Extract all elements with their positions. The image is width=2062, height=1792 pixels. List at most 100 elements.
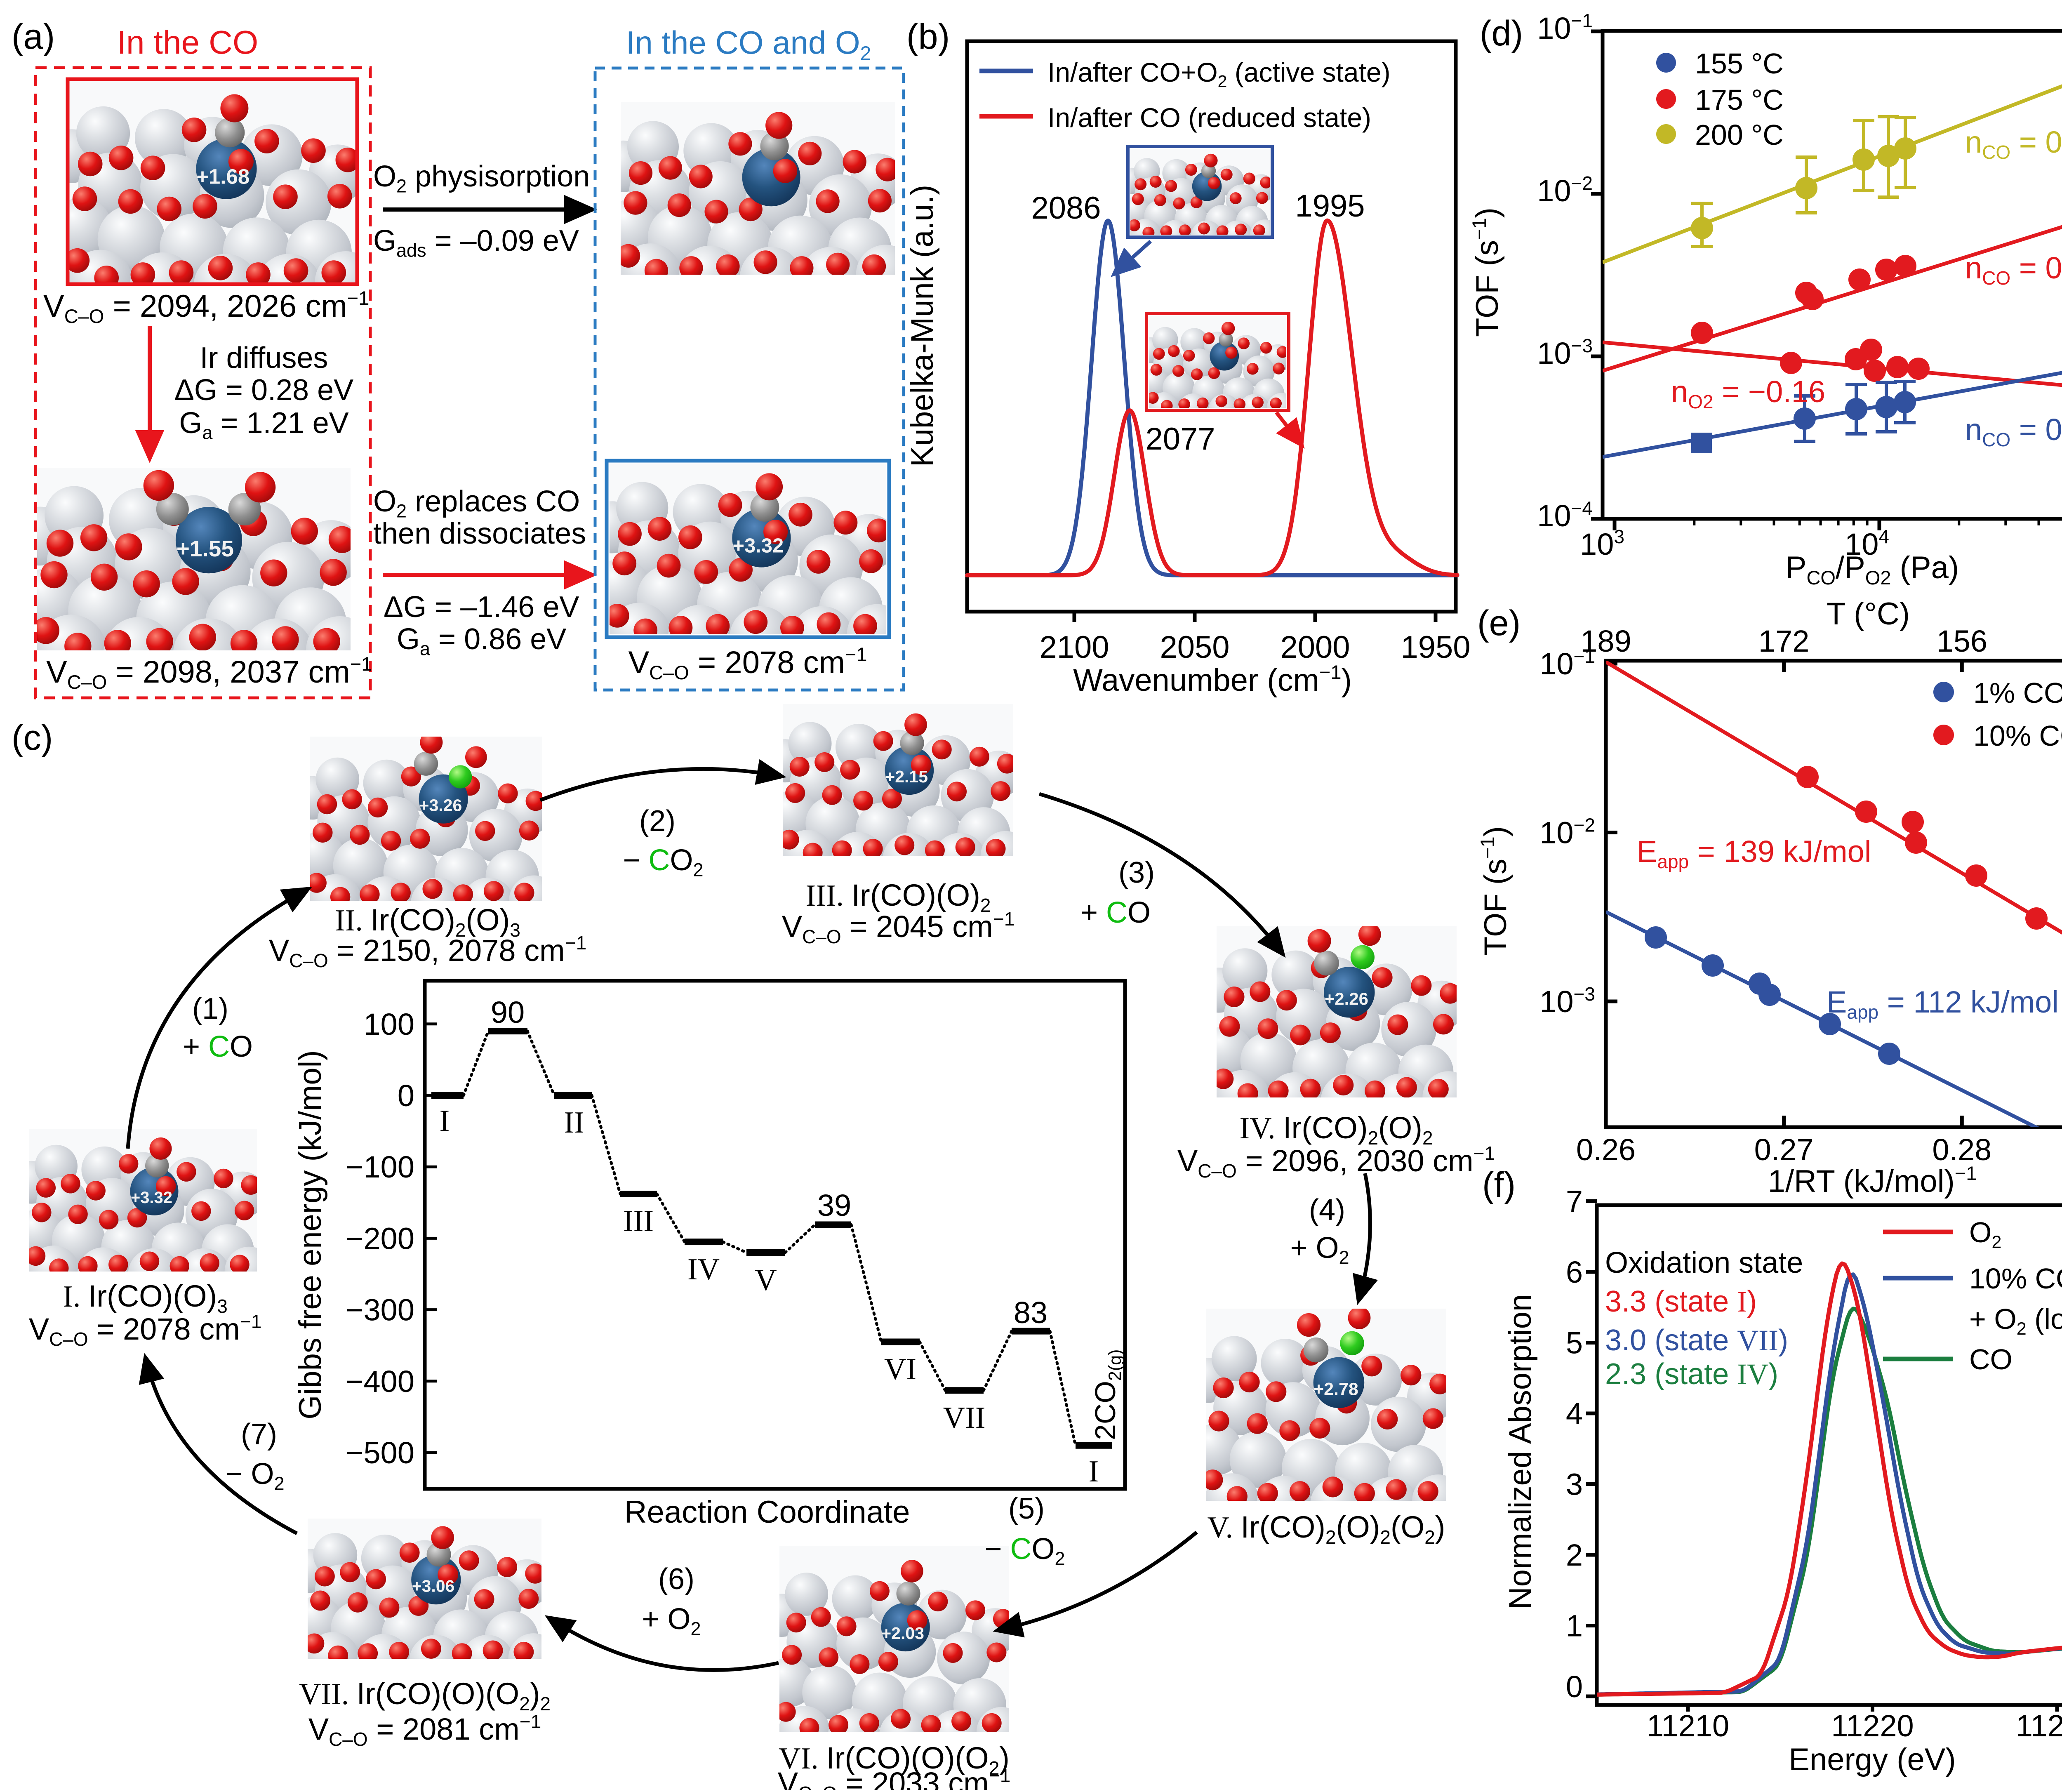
svg-text:3.3 (state I): 3.3 (state I) <box>1605 1285 1757 1318</box>
svg-text:5: 5 <box>1566 1326 1583 1360</box>
svg-text:VC–O = 2045 cm−1: VC–O = 2045 cm−1 <box>782 908 1015 947</box>
svg-text:+2.03: +2.03 <box>881 1624 924 1643</box>
svg-text:−200: −200 <box>346 1221 414 1255</box>
svg-text:(1): (1) <box>192 992 228 1025</box>
svg-text:39: 39 <box>817 1188 851 1222</box>
svg-text:83: 83 <box>1014 1295 1047 1330</box>
svg-text:Normalized Absorption: Normalized Absorption <box>1503 1294 1538 1610</box>
svg-text:100: 100 <box>364 1007 414 1041</box>
svg-text:104: 104 <box>1845 526 1889 561</box>
svg-text:10−3: 10−3 <box>1537 335 1593 370</box>
svg-text:0.27: 0.27 <box>1754 1133 1814 1167</box>
svg-text:1950: 1950 <box>1401 630 1470 665</box>
svg-text:10−3: 10−3 <box>1539 983 1595 1019</box>
svg-text:VC–O = 2078 cm−1: VC–O = 2078 cm−1 <box>29 1311 262 1350</box>
svg-text:+3.32: +3.32 <box>732 535 784 557</box>
svg-text:(c): (c) <box>12 718 53 758</box>
svg-text:+2.15: +2.15 <box>885 767 928 786</box>
svg-text:− CO2: − CO2 <box>623 844 703 880</box>
svg-text:10−4: 10−4 <box>1537 497 1593 533</box>
svg-text:Ir diffuses: Ir diffuses <box>200 341 328 374</box>
svg-text:1/RT (kJ/mol)−1: 1/RT (kJ/mol)−1 <box>1768 1162 1977 1199</box>
svg-text:VC–O = 2081 cm−1: VC–O = 2081 cm−1 <box>308 1711 541 1750</box>
svg-text:200 °C: 200 °C <box>1695 119 1784 151</box>
svg-text:VC–O = 2078 cm−1: VC–O = 2078 cm−1 <box>628 643 867 683</box>
svg-text:− O2: − O2 <box>225 1458 284 1494</box>
svg-text:nCO = 0.64: nCO = 0.64 <box>1965 125 2062 163</box>
svg-text:10−2: 10−2 <box>1537 172 1593 208</box>
svg-text:− CO2: − CO2 <box>984 1533 1065 1569</box>
svg-text:O2: O2 <box>1969 1216 2001 1252</box>
svg-text:+ CO: + CO <box>1080 896 1151 929</box>
svg-text:CO: CO <box>1969 1343 2013 1375</box>
svg-text:189: 189 <box>1580 624 1631 658</box>
svg-text:VC–O = 2094, 2026 cm−1: VC–O = 2094, 2026 cm−1 <box>43 287 369 327</box>
svg-text:(4): (4) <box>1309 1194 1345 1227</box>
svg-text:VI: VI <box>884 1352 916 1386</box>
svg-text:VI. Ir(CO)(O)(O2): VI. Ir(CO)(O)(O2) <box>779 1741 1010 1779</box>
svg-text:+ O2 (low T): + O2 (low T) <box>1969 1303 2062 1339</box>
svg-text:(a): (a) <box>12 17 55 57</box>
svg-text:ΔG = –1.46 eV: ΔG = –1.46 eV <box>384 591 579 624</box>
svg-text:I. Ir(CO)(O)3: I. Ir(CO)(O)3 <box>63 1279 228 1317</box>
svg-text:2050: 2050 <box>1160 630 1229 665</box>
svg-text:0: 0 <box>398 1078 414 1113</box>
svg-text:172: 172 <box>1758 624 1809 658</box>
svg-text:10−1: 10−1 <box>1537 10 1593 45</box>
svg-text:Gibbs free energy (kJ/mol): Gibbs free energy (kJ/mol) <box>293 1050 328 1419</box>
svg-text:In the CO and O2: In the CO and O2 <box>626 24 871 65</box>
svg-text:1: 1 <box>1566 1609 1583 1643</box>
svg-text:III: III <box>623 1204 654 1238</box>
svg-text:+3.32: +3.32 <box>131 1189 172 1207</box>
svg-text:+2.78: +2.78 <box>1313 1380 1358 1399</box>
svg-text:In/after CO (reduced state): In/after CO (reduced state) <box>1047 102 1371 133</box>
svg-text:TOF (s−1): TOF (s−1) <box>1476 826 1513 956</box>
svg-text:156: 156 <box>1937 624 1987 658</box>
svg-text:IV. Ir(CO)2(O)2: IV. Ir(CO)2(O)2 <box>1239 1111 1433 1149</box>
svg-text:then dissociates: then dissociates <box>373 517 586 550</box>
svg-text:I: I <box>440 1104 450 1138</box>
svg-text:Gads = –0.09 eV: Gads = –0.09 eV <box>373 224 579 261</box>
svg-text:Reaction Coordinate: Reaction Coordinate <box>624 1495 910 1530</box>
svg-text:Oxidation state: Oxidation state <box>1605 1246 1803 1279</box>
svg-text:0: 0 <box>1566 1670 1583 1704</box>
svg-text:Kubelka-Munk (a.u.): Kubelka-Munk (a.u.) <box>905 185 940 467</box>
svg-text:11210: 11210 <box>1647 1709 1729 1743</box>
svg-text:VC–O = 2096, 2030 cm−1: VC–O = 2096, 2030 cm−1 <box>1177 1142 1495 1182</box>
svg-text:VC–O = 2098, 2037 cm−1: VC–O = 2098, 2037 cm−1 <box>46 653 372 693</box>
svg-text:0.28: 0.28 <box>1932 1133 1991 1167</box>
svg-text:10% CO: 10% CO <box>1969 1262 2062 1295</box>
svg-text:(e): (e) <box>1477 603 1521 643</box>
svg-text:O2 physisorption: O2 physisorption <box>373 160 590 196</box>
svg-text:II: II <box>564 1106 584 1140</box>
svg-text:175 °C: 175 °C <box>1695 84 1784 116</box>
svg-text:VC–O = 2150, 2078 cm−1: VC–O = 2150, 2078 cm−1 <box>269 932 586 971</box>
svg-text:11220: 11220 <box>1831 1709 1914 1743</box>
svg-text:PCO/PO2 (Pa): PCO/PO2 (Pa) <box>1786 550 1959 589</box>
svg-text:Ga = 0.86 eV: Ga = 0.86 eV <box>397 623 566 659</box>
svg-text:1995: 1995 <box>1295 188 1365 224</box>
svg-text:2100: 2100 <box>1039 630 1109 665</box>
svg-text:10−2: 10−2 <box>1539 814 1595 850</box>
svg-text:(b): (b) <box>906 17 950 57</box>
svg-text:(3): (3) <box>1118 856 1155 889</box>
svg-text:nCO = 0.52: nCO = 0.52 <box>1965 251 2062 289</box>
svg-text:+1.68: +1.68 <box>196 165 250 188</box>
svg-text:+3.26: +3.26 <box>419 796 462 815</box>
svg-text:1% CO: 1% CO <box>1973 677 2062 709</box>
svg-text:(6): (6) <box>658 1563 694 1596</box>
svg-text:2086: 2086 <box>1031 191 1101 226</box>
svg-text:2CO2(g): 2CO2(g) <box>1089 1349 1125 1440</box>
svg-text:(7): (7) <box>241 1418 277 1451</box>
svg-text:VII: VII <box>943 1401 986 1435</box>
svg-text:II. Ir(CO)2(O)3: II. Ir(CO)2(O)3 <box>335 903 520 941</box>
svg-text:(f): (f) <box>1482 1165 1516 1205</box>
svg-text:Ga = 1.21 eV: Ga = 1.21 eV <box>179 407 348 443</box>
svg-text:IV: IV <box>687 1253 720 1286</box>
svg-text:ΔG = 0.28 eV: ΔG = 0.28 eV <box>174 374 353 407</box>
svg-text:(d): (d) <box>1480 14 1523 53</box>
svg-text:155 °C: 155 °C <box>1695 47 1784 80</box>
svg-text:O2 replaces CO: O2 replaces CO <box>373 485 580 521</box>
svg-text:V: V <box>755 1263 777 1297</box>
svg-text:+1.55: +1.55 <box>177 536 234 561</box>
